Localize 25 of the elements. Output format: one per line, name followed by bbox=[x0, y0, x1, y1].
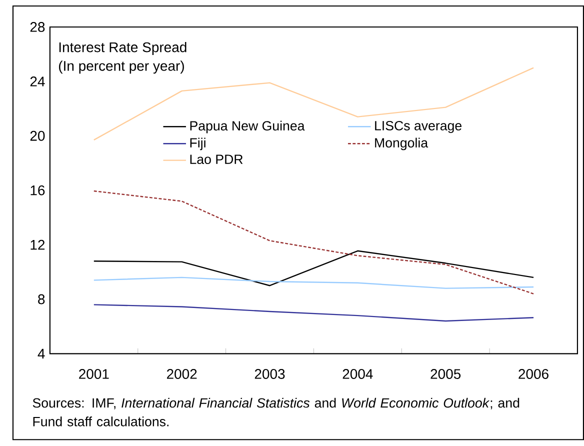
x-tick-label: 2003 bbox=[254, 369, 285, 380]
x-tick-label: 2004 bbox=[342, 369, 373, 380]
legend-label: Papua New Guinea bbox=[190, 120, 305, 134]
x-tick-label: 2006 bbox=[518, 369, 548, 380]
legend-label: Lao PDR bbox=[190, 154, 243, 164]
line-series bbox=[93, 190, 534, 295]
y-tick-label: 4 bbox=[38, 349, 45, 359]
y-tick-label: 24 bbox=[30, 76, 45, 87]
x-tick-label: 2001 bbox=[79, 369, 109, 380]
x-tick-label: 2005 bbox=[430, 369, 461, 380]
y-tick-label: 8 bbox=[38, 294, 45, 304]
legend-label: LISCs average bbox=[375, 121, 462, 134]
y-tick-label: 28 bbox=[30, 22, 45, 32]
text: (In percent per year) bbox=[58, 60, 184, 74]
legend-label: Mongolia bbox=[375, 138, 428, 150]
text: Interest Rate Spread bbox=[59, 42, 186, 56]
line-series bbox=[93, 250, 534, 286]
text: Sources: IMF, International Financial Statistics and World Economic Outlook; and Fund staff calculations. bbox=[32, 398, 520, 427]
y-tick-label: 12 bbox=[30, 240, 45, 250]
y-tick-label: 20 bbox=[30, 131, 45, 142]
line-series bbox=[93, 277, 534, 290]
line-series bbox=[93, 304, 534, 322]
x-tick-label: 2002 bbox=[166, 369, 197, 380]
legend-label: Fiji bbox=[190, 138, 206, 150]
y-tick-label: 16 bbox=[30, 186, 45, 196]
